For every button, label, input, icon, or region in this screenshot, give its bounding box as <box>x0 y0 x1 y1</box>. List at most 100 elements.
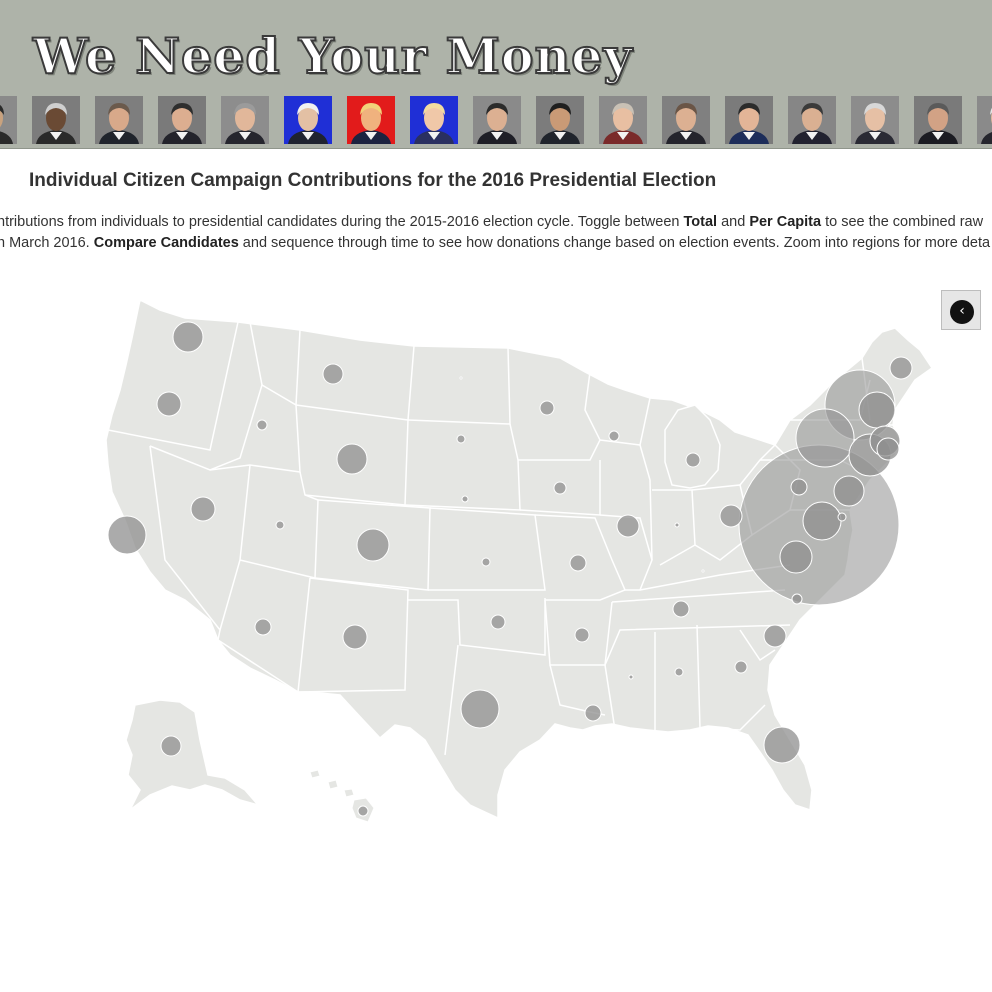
contribution-bubble-la[interactable] <box>584 704 602 722</box>
contribution-bubble-id[interactable] <box>256 419 268 431</box>
contribution-bubble-wy[interactable] <box>336 443 368 475</box>
chevron-left-icon: ‹ <box>950 300 974 324</box>
description-line-1: ntributions from individuals to presiden… <box>0 212 983 233</box>
description-text-part: n March 2016. <box>0 235 94 251</box>
candidate-photo[interactable] <box>221 96 269 144</box>
contribution-bubble-or[interactable] <box>156 391 182 417</box>
description-text-part: and <box>717 214 750 230</box>
candidate-portrait-icon <box>914 96 962 144</box>
contribution-bubble-tx[interactable] <box>460 689 500 729</box>
contribution-bubble-ri[interactable] <box>876 437 900 461</box>
contribution-bubble-ms[interactable] <box>628 674 634 680</box>
candidate-photo[interactable] <box>284 96 332 144</box>
candidate-photo[interactable] <box>158 96 206 144</box>
contribution-bubble-me[interactable] <box>889 356 913 380</box>
michigan-lower-peninsula[interactable] <box>664 404 721 489</box>
candidate-portrait-icon <box>410 96 458 144</box>
contribution-bubble-mi[interactable] <box>685 452 701 468</box>
candidate-portrait-icon <box>725 96 773 144</box>
candidate-portrait-icon <box>851 96 899 144</box>
contribution-bubble-va[interactable] <box>779 540 813 574</box>
contribution-bubble-nc[interactable] <box>791 593 803 605</box>
chart-title: Individual Citizen Campaign Contribution… <box>29 170 717 191</box>
contribution-bubble-mo[interactable] <box>569 554 587 572</box>
candidate-portrait-icon <box>599 96 647 144</box>
description-line-2: n March 2016. Compare Candidates and seq… <box>0 233 990 254</box>
contribution-bubble-nm[interactable] <box>342 624 368 650</box>
contribution-bubble-ga[interactable] <box>734 660 748 674</box>
candidate-photo[interactable] <box>347 96 395 144</box>
candidate-portrait-icon <box>95 96 143 144</box>
contribution-bubble-nv[interactable] <box>190 496 216 522</box>
us-land <box>105 298 934 823</box>
candidate-portrait-icon <box>473 96 521 144</box>
contribution-bubble-vt[interactable] <box>858 391 896 429</box>
description-text: ntributions from individuals to presiden… <box>0 212 992 260</box>
contribution-bubble-ut[interactable] <box>275 520 285 530</box>
candidate-portrait-icon <box>536 96 584 144</box>
contribution-bubble-md[interactable] <box>802 501 842 541</box>
contribution-bubble-wi[interactable] <box>608 430 620 442</box>
contribution-bubble-ky[interactable] <box>701 569 705 573</box>
contribution-bubble-nd[interactable] <box>459 376 463 380</box>
per-capita-keyword: Per Capita <box>749 214 822 230</box>
candidate-portrait-icon <box>32 96 80 144</box>
contribution-bubble-wv[interactable] <box>790 478 808 496</box>
contribution-bubble-tn[interactable] <box>672 600 690 618</box>
contribution-bubble-oh[interactable] <box>719 504 743 528</box>
contribution-bubble-ne[interactable] <box>461 495 469 503</box>
contribution-bubble-sd[interactable] <box>456 434 466 444</box>
contribution-bubble-az[interactable] <box>254 618 272 636</box>
contribution-bubble-al[interactable] <box>674 667 684 677</box>
contribution-bubble-ca[interactable] <box>107 515 147 555</box>
contribution-bubble-ia[interactable] <box>553 481 567 495</box>
candidate-portrait-icon <box>221 96 269 144</box>
description-text-part: to see the combined raw <box>821 214 984 230</box>
contribution-bubble-de[interactable] <box>837 512 847 522</box>
candidate-photo[interactable] <box>0 96 17 144</box>
site-header: We Need Your Money <box>0 0 992 149</box>
total-keyword: Total <box>683 214 718 230</box>
candidate-portrait-icon <box>347 96 395 144</box>
sidebar-toggle-button[interactable]: ‹ <box>941 290 981 330</box>
candidate-photo[interactable] <box>725 96 773 144</box>
candidate-photo[interactable] <box>410 96 458 144</box>
candidate-photo[interactable] <box>788 96 836 144</box>
candidate-photo[interactable] <box>599 96 647 144</box>
contribution-bubble-ar[interactable] <box>574 627 590 643</box>
candidate-portrait-icon <box>788 96 836 144</box>
candidate-portrait-icon <box>0 96 17 144</box>
candidate-photo[interactable] <box>32 96 80 144</box>
candidate-photo[interactable] <box>473 96 521 144</box>
contribution-bubble-mn[interactable] <box>539 400 555 416</box>
contribution-bubble-ok[interactable] <box>490 614 506 630</box>
description-text-part: ntributions from individuals to presiden… <box>0 214 684 230</box>
alaska-shape[interactable] <box>125 699 261 811</box>
contribution-bubble-fl[interactable] <box>763 726 801 764</box>
candidate-photo[interactable] <box>851 96 899 144</box>
contribution-bubble-hi[interactable] <box>357 805 369 817</box>
candidate-photo[interactable] <box>914 96 962 144</box>
contribution-bubble-co[interactable] <box>356 528 390 562</box>
compare-candidates-keyword: Compare Candidates <box>93 235 239 251</box>
site-title: We Need Your Money <box>32 27 633 85</box>
candidate-portrait-icon <box>284 96 332 144</box>
contribution-bubble-mt[interactable] <box>322 363 344 385</box>
candidate-portrait-icon <box>158 96 206 144</box>
contribution-bubble-ks[interactable] <box>481 557 491 567</box>
candidate-photo[interactable] <box>95 96 143 144</box>
contribution-bubble-il[interactable] <box>616 514 640 538</box>
contribution-bubble-sc[interactable] <box>763 624 787 648</box>
contribution-bubble-ak[interactable] <box>160 735 182 757</box>
candidate-portrait-icon <box>977 96 992 144</box>
candidate-photo[interactable] <box>662 96 710 144</box>
candidate-photo-strip <box>0 96 992 144</box>
contribution-bubble-ny[interactable] <box>795 408 855 468</box>
candidate-photo[interactable] <box>977 96 992 144</box>
contribution-bubble-wa[interactable] <box>172 321 204 353</box>
contribution-bubble-in[interactable] <box>674 522 680 528</box>
contribution-bubble-pa[interactable] <box>833 475 865 507</box>
contribution-bubbles <box>107 321 913 817</box>
candidate-photo[interactable] <box>536 96 584 144</box>
